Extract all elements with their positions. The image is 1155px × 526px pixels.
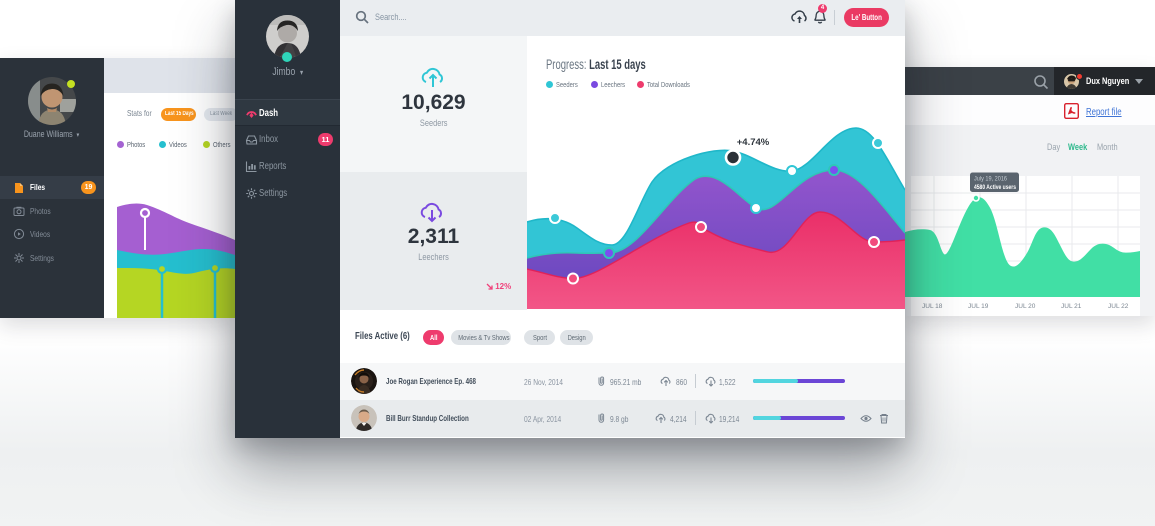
svg-text:4580 Active users: 4580 Active users	[974, 184, 1016, 191]
svg-text:+4.74%: +4.74%	[737, 137, 770, 148]
svg-text:July 19, 2016: July 19, 2016	[974, 176, 1007, 183]
